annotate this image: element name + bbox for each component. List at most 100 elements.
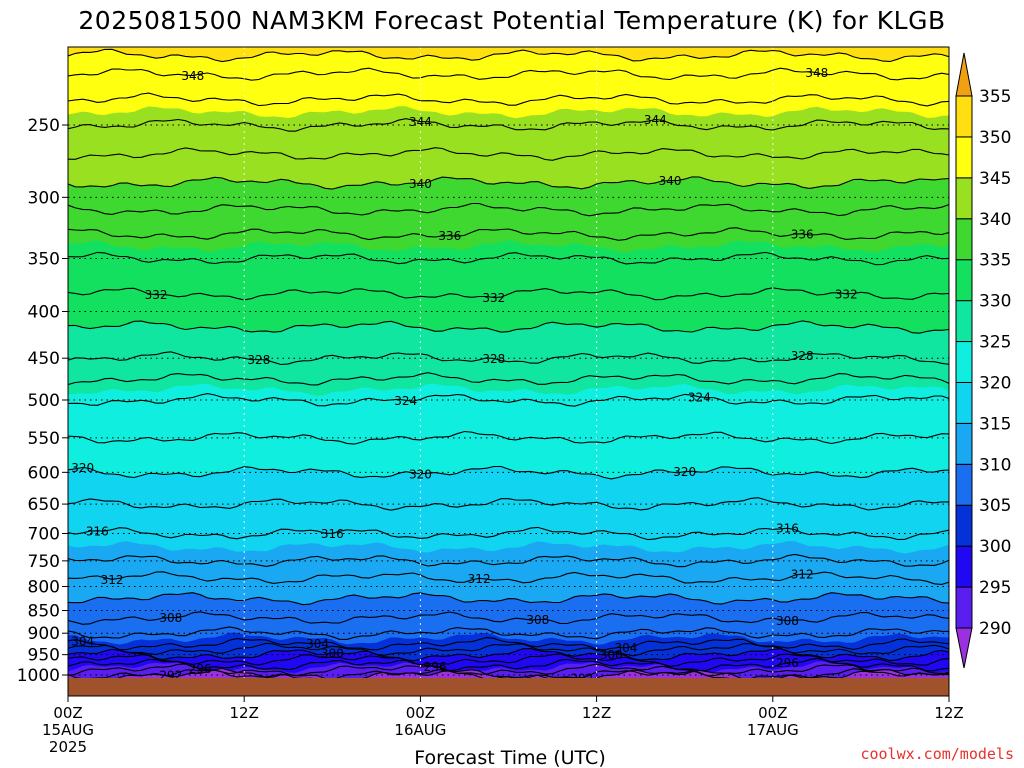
- x-tick-label: 2025: [49, 738, 87, 756]
- contour-line-320: [68, 465, 949, 480]
- x-axis-label: Forecast Time (UTC): [414, 747, 605, 768]
- contour-label: 312: [101, 573, 124, 587]
- colorbar-arrow-top: [955, 52, 973, 97]
- y-tick-label: 350: [28, 249, 60, 269]
- contour-label: 332: [482, 291, 505, 305]
- contour-line-322: [68, 430, 949, 445]
- contour-lines: [68, 42, 949, 683]
- colorbar-tick-label: 320: [979, 373, 1011, 393]
- x-tick-label: 00Z: [53, 704, 82, 722]
- y-tick-label: 950: [28, 646, 60, 666]
- y-tick-label: 250: [28, 116, 60, 136]
- contour-label: 340: [409, 177, 432, 191]
- colorbar-swatch: [955, 300, 973, 343]
- colorbar-tick-label: 355: [979, 87, 1011, 107]
- contour-line-344: [68, 118, 949, 132]
- contour-line-298: [68, 653, 949, 667]
- x-tick-label: 00Z: [406, 704, 435, 722]
- contour-label: 344: [409, 115, 432, 129]
- contour-line-310: [68, 592, 949, 606]
- colorbar-swatch: [955, 136, 973, 179]
- contour-label: 324: [688, 390, 711, 404]
- y-tick-label: 400: [28, 302, 60, 322]
- contour-label: 320: [71, 461, 94, 475]
- colorbar-tick-label: 300: [979, 537, 1011, 557]
- x-tick-label: 17AUG: [747, 721, 799, 739]
- contour-label: 304: [306, 637, 329, 651]
- contour-line-338: [68, 202, 949, 217]
- colorbar-tick-label: 340: [979, 210, 1011, 230]
- plot-area: 348 348 344 344 340 340 336 336 332 332 332 328 328 3…: [68, 42, 949, 696]
- contour-label: 320: [673, 465, 696, 479]
- y-tick-label: 850: [28, 602, 60, 622]
- contour-label: 348: [181, 69, 204, 83]
- grid-lines: [68, 47, 949, 696]
- colorbar: 355 350 345 340 335 330 325 320 315 310 305 300 295 2…: [955, 52, 1011, 669]
- contour-label: 332: [145, 288, 168, 302]
- x-tick-label: 12Z: [934, 704, 963, 722]
- colorbar-swatch: [955, 545, 973, 588]
- contour-label: 344: [644, 113, 667, 127]
- contour-label: 336: [791, 227, 814, 241]
- contour-label: 308: [526, 613, 549, 627]
- contour-line-324: [68, 393, 949, 407]
- contour-line-348: [68, 67, 949, 81]
- contour-label: 328: [791, 349, 814, 363]
- contour-label: 304: [71, 635, 94, 649]
- contour-label: 296: [776, 656, 799, 670]
- colorbar-swatch: [955, 381, 973, 424]
- contour-label: 316: [321, 527, 344, 541]
- colorbar-tick-label: 290: [979, 619, 1011, 639]
- plot-frame: [67, 46, 950, 697]
- y-tick-label: 800: [28, 577, 60, 597]
- contour-label: 336: [438, 229, 461, 243]
- y-tick-label: 750: [28, 552, 60, 572]
- colorbar-tick-label: 345: [979, 169, 1011, 189]
- x-tick-label: 12Z: [582, 704, 611, 722]
- contour-label: 320: [409, 467, 432, 481]
- contour-label: 312: [468, 572, 491, 586]
- colorbar-swatch: [955, 177, 973, 220]
- contour-label: 300: [600, 648, 623, 662]
- temperature-bands: [68, 47, 949, 696]
- colorbar-tick-label: 350: [979, 128, 1011, 148]
- contour-line-334: [68, 251, 949, 266]
- colorbar-swatch: [955, 259, 973, 302]
- contour-label: 300: [321, 646, 344, 660]
- y-axis: 2503003504004505005506006507007508008509…: [17, 116, 68, 686]
- contour-line-346: [68, 92, 949, 107]
- contour-line-308: [68, 611, 949, 625]
- contour-label: 332: [835, 287, 858, 301]
- contour-line-300: [68, 648, 949, 662]
- contour-line-342: [68, 147, 949, 161]
- contour-line-306: [68, 626, 949, 640]
- colorbar-tick-label: 310: [979, 455, 1011, 475]
- contour-label: 328: [482, 352, 505, 366]
- colorbar-swatch: [955, 341, 973, 383]
- colorbar-tick-label: 325: [979, 333, 1011, 353]
- ground-strip: [68, 678, 949, 696]
- contour-line-330: [68, 320, 949, 334]
- contour-labels: 348 348 344 344 340 340 336 336 332 332 332 328 328 3…: [71, 66, 858, 685]
- x-tick-label: 12Z: [230, 704, 259, 722]
- colorbar-tick-label: 330: [979, 292, 1011, 312]
- colorbar-tick-label: 295: [979, 578, 1011, 598]
- contour-line-304: [68, 637, 949, 651]
- contour-line-326: [68, 372, 949, 386]
- colorbar-tick-label: 305: [979, 496, 1011, 516]
- contour-line-332: [68, 287, 949, 301]
- y-tick-label: 650: [28, 495, 60, 515]
- contour-line-302: [68, 642, 949, 657]
- contour-label: 296: [189, 662, 212, 676]
- y-tick-label: 550: [28, 429, 60, 449]
- contour-label: 308: [159, 611, 182, 625]
- contour-line-294: [68, 663, 949, 677]
- contour-line-314: [68, 553, 949, 568]
- contour-line-328: [68, 351, 949, 366]
- y-tick-label: 900: [28, 624, 60, 644]
- contour-line-296: [68, 657, 949, 672]
- contour-line-352: [68, 42, 949, 43]
- contour-line-336: [68, 227, 949, 241]
- contour-label: 296: [424, 660, 447, 674]
